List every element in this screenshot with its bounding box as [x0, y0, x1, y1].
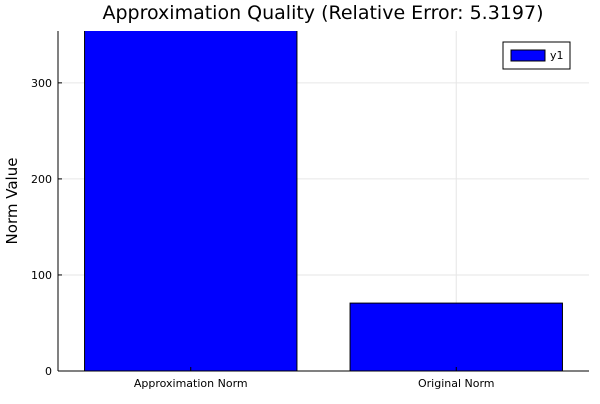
- legend-label: y1: [550, 49, 564, 62]
- y-tick-label: 0: [45, 365, 52, 378]
- y-tick-label: 200: [31, 173, 52, 186]
- ticks-layer: 0 100 200 300 Approximation Norm Original Nor…: [31, 77, 495, 390]
- legend-swatch: [510, 49, 546, 62]
- bar-original-norm: [349, 302, 563, 371]
- y-tick-label: 100: [31, 269, 52, 282]
- chart-title: Approximation Quality (Relative Error: 5…: [103, 2, 544, 24]
- axes-layer: [57, 31, 589, 372]
- legend: y1: [502, 41, 571, 70]
- bars-layer: [84, 31, 563, 371]
- bar-approximation-norm: [84, 31, 298, 371]
- x-tick-label: Original Norm: [418, 377, 495, 390]
- y-tick-label: 300: [31, 77, 52, 90]
- x-tick-label: Approximation Norm: [134, 377, 248, 390]
- y-axis-title: Norm Value: [3, 158, 21, 245]
